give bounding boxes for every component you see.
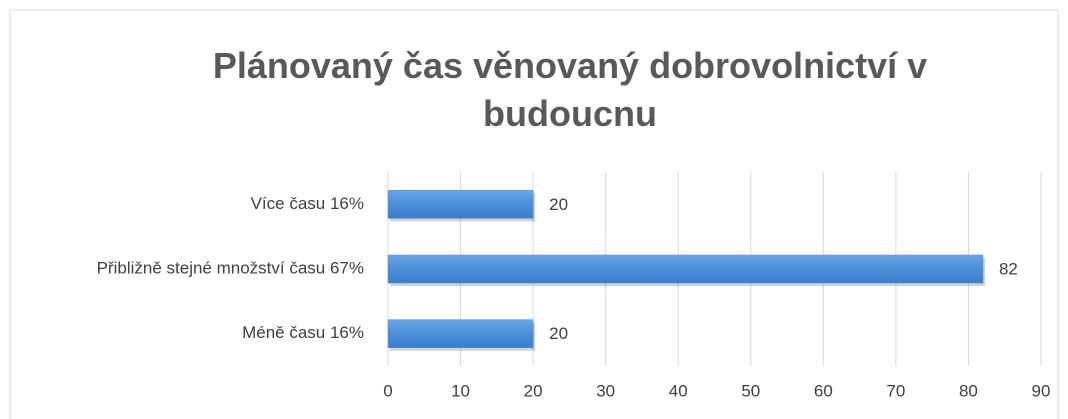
bar [387,190,534,219]
data-label: 20 [549,195,568,214]
chart-border [9,9,1059,419]
chart-title: Plánovaný čas věnovaný dobrovolnictví v … [212,45,928,134]
x-tick-label: 10 [451,381,470,400]
data-label: 20 [549,324,568,343]
bar [387,254,984,284]
x-tick-label: 60 [814,381,833,400]
data-label: 82 [999,259,1018,278]
y-tick-label: Více času 16% [251,194,364,213]
y-tick-label: Přibližně stejné množství času 67% [97,258,364,277]
x-tick-label: 40 [669,381,688,400]
x-tick-label: 30 [596,381,615,400]
x-tick-label: 20 [524,381,543,400]
x-tick-label: 0 [383,381,392,400]
x-tick-label: 70 [886,381,905,400]
x-tick-label: 80 [959,381,978,400]
x-tick-label: 90 [1032,381,1051,400]
y-tick-label: Méně času 16% [242,323,364,342]
x-tick-label: 50 [741,381,760,400]
bar [387,319,534,348]
